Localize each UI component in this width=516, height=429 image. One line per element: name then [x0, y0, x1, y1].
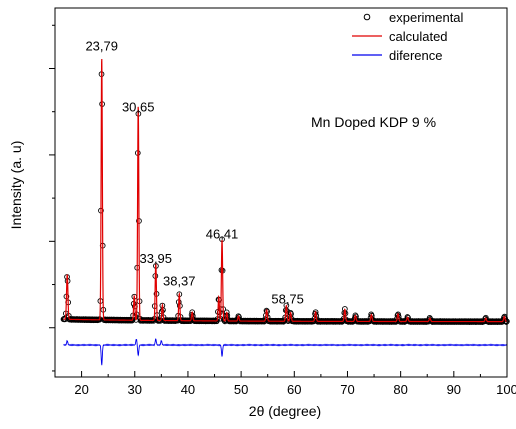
labels-layer: 23,79 30,65 33,95 38,37 46,41 58,75 [85, 38, 303, 306]
peak-label: 23,79 [85, 38, 118, 53]
y-axis-label: Intensity (a. u) [8, 141, 24, 230]
series-calculated-line [63, 59, 507, 323]
x-axis-label: 2θ (degree) [249, 403, 321, 419]
x-tick-label: 20 [74, 382, 88, 397]
plot-frame [54, 7, 508, 378]
legend-label-calculated: calculated [389, 29, 448, 44]
x-tick-label: 100 [496, 382, 516, 397]
x-tick-label: 80 [393, 382, 407, 397]
legend: experimental calculated diference [352, 10, 464, 63]
legend-swatch-experimental [363, 13, 371, 21]
sample-annotation: Mn Doped KDP 9 % [311, 114, 436, 130]
legend-label-experimental: experimental [389, 10, 464, 25]
experimental-point [503, 319, 510, 325]
x-tick-label: 30 [128, 382, 142, 397]
x-tick-label: 60 [287, 382, 301, 397]
x-tick-label: 90 [447, 382, 461, 397]
legend-label-diference: diference [389, 48, 442, 63]
peak-label: 46,41 [206, 227, 239, 242]
x-tick-label: 70 [340, 382, 354, 397]
x-tick-label: 40 [181, 382, 195, 397]
peak-label: 38,37 [163, 273, 196, 288]
series-difference-line [63, 338, 508, 366]
peak-label: 58,75 [271, 292, 304, 307]
plot-layer [60, 59, 510, 366]
peak-label: 30,65 [122, 100, 155, 115]
axes-layer: 20 30 40 50 60 70 80 90 100 [49, 7, 516, 397]
peak-label: 33,95 [139, 251, 172, 266]
x-tick-label: 50 [234, 382, 248, 397]
